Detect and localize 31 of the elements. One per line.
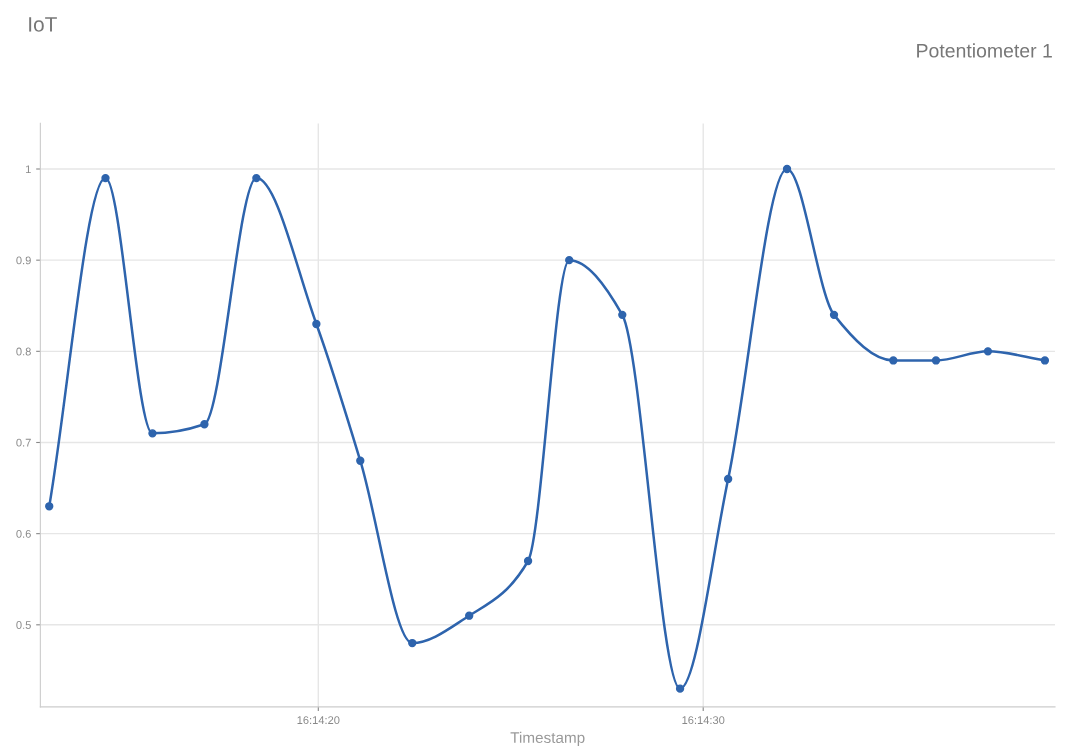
point	[618, 310, 627, 320]
point	[200, 420, 209, 429]
point	[408, 638, 417, 648]
y-tick-label: 0.7	[16, 438, 31, 447]
y-tick-label: 0.8	[16, 347, 31, 356]
point	[782, 164, 792, 174]
point	[829, 310, 839, 320]
point	[565, 255, 574, 265]
x-tick-label: 16:14:30	[682, 716, 725, 725]
y-tick-label: 0.5	[16, 621, 31, 629]
point	[889, 356, 898, 365]
point	[101, 173, 110, 183]
point	[252, 173, 261, 183]
point	[523, 556, 533, 566]
point	[931, 356, 941, 365]
point	[45, 502, 54, 511]
point	[983, 347, 993, 356]
point	[356, 456, 365, 465]
x-tick-label: 16:14:20	[297, 716, 340, 725]
chart-subtitle: Potentiometer 1	[917, 43, 1052, 58]
point	[148, 429, 157, 438]
y-tick-label: 0.9	[16, 256, 31, 265]
y-tick-label: 1	[26, 165, 31, 174]
point	[723, 474, 733, 484]
point	[465, 611, 474, 620]
point	[312, 319, 321, 329]
y-tick-label: 0.6	[16, 529, 31, 538]
chart-title: IoT	[29, 17, 57, 32]
x-axis-title: Timestamp	[510, 731, 585, 747]
point	[675, 684, 685, 693]
point	[1040, 356, 1050, 365]
